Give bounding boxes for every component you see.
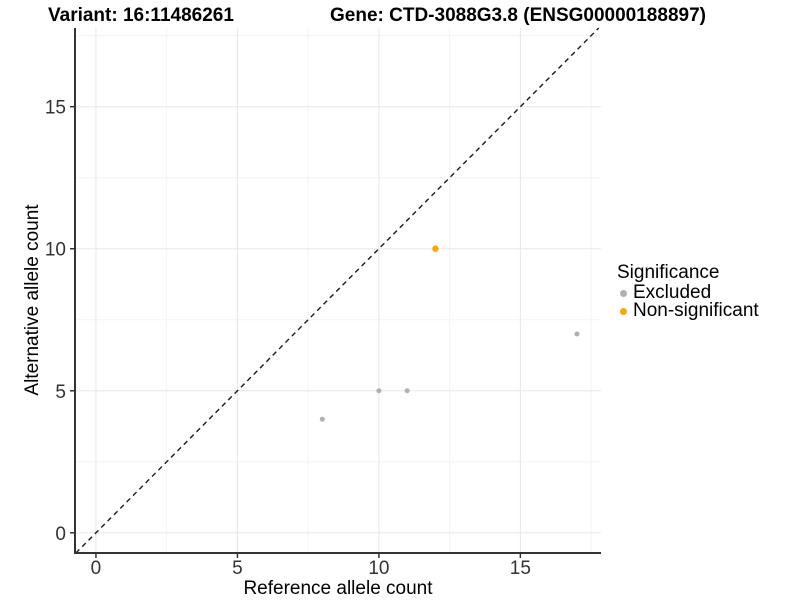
y-tick-label: 0: [55, 524, 66, 545]
gene-title: Gene: CTD-3088G3.8 (ENSG00000188897): [330, 5, 706, 26]
y-tick-label: 15: [45, 98, 66, 119]
x-tick-label: 0: [91, 558, 102, 579]
x-axis-label: Reference allele count: [243, 578, 433, 599]
data-point-excluded: [574, 331, 580, 337]
legend-item-label: Excluded: [633, 282, 712, 303]
legend-item-non-significant: Non-significant: [617, 300, 759, 321]
y-tick-label: 5: [55, 382, 66, 403]
y-tick-label: 10: [45, 240, 66, 261]
x-tick-label: 5: [232, 558, 243, 579]
data-point-excluded: [376, 388, 382, 394]
y-axis-label: Alternative allele count: [22, 204, 43, 396]
data-point-non-significant: [432, 245, 439, 252]
legend-item-label: Non-significant: [633, 300, 759, 321]
excluded-dot-icon: [620, 289, 627, 297]
data-point-excluded: [404, 388, 410, 394]
legend-item-excluded: Excluded: [617, 282, 759, 303]
legend: Significance Excluded Non-significant: [617, 261, 759, 321]
x-tick-label: 15: [510, 558, 531, 579]
legend-title: Significance: [617, 262, 720, 283]
identity-line: [75, 27, 600, 554]
variant-title: Variant: 16:11486261: [48, 5, 234, 26]
non-significant-dot-icon: [620, 307, 627, 315]
x-tick-label: 10: [368, 558, 389, 579]
data-point-excluded: [319, 416, 325, 422]
